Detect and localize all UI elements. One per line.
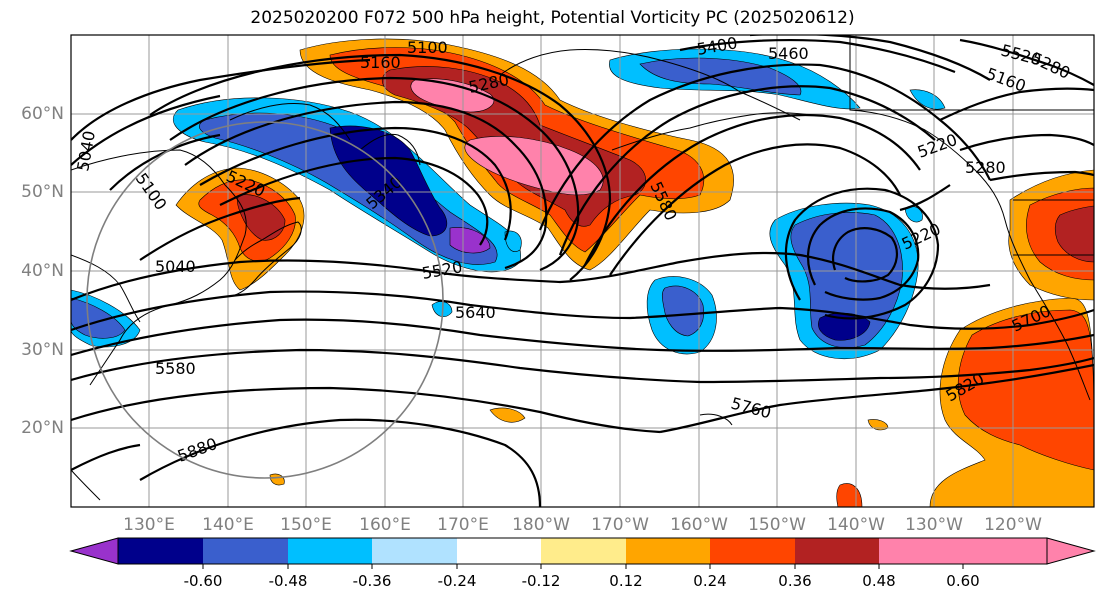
colorbar xyxy=(69,537,1096,569)
coastlines xyxy=(71,35,1094,501)
pv-negative-shading xyxy=(71,48,946,360)
colorbar-segment xyxy=(118,538,203,564)
contour-label: 5400 xyxy=(695,33,738,59)
colorbar-tick-label: -0.36 xyxy=(352,572,392,590)
colorbar-tick-label: 0.24 xyxy=(693,572,727,590)
longitude-label: 160°E xyxy=(359,515,411,535)
colorbar-tick-label: -0.12 xyxy=(521,572,561,590)
colorbar-extend-left xyxy=(69,537,119,565)
longitude-label: 130°W xyxy=(905,515,963,535)
contour-label: 5640 xyxy=(455,303,496,322)
colorbar-extend-right xyxy=(1046,537,1096,565)
longitude-label: 160°W xyxy=(670,515,728,535)
colorbar-tick-label: -0.24 xyxy=(437,572,477,590)
colorbar-tick-label: 0.60 xyxy=(946,572,980,590)
colorbar-frame-outline xyxy=(117,537,1048,565)
latitude-label: 40°N xyxy=(21,261,64,281)
longitude-label: 180°W xyxy=(512,515,570,535)
map-area: 5100 5160 5280 5400 5460 5520 5280 5580 … xyxy=(71,33,1094,507)
longitude-label: 140°E xyxy=(202,515,254,535)
colorbar-tick-label: -0.48 xyxy=(268,572,308,590)
colorbar-segment xyxy=(288,538,372,564)
contour-label: 5160 xyxy=(360,53,401,72)
colorbar-segment xyxy=(457,538,541,564)
longitude-label: 170°W xyxy=(591,515,649,535)
colorbar-tick-label: 0.36 xyxy=(778,572,812,590)
colorbar-segment xyxy=(879,538,963,564)
longitude-label: 170°E xyxy=(437,515,489,535)
map-frame xyxy=(70,34,1095,508)
contour-label: 5580 xyxy=(155,359,196,378)
colorbar-segment xyxy=(372,538,457,564)
height-contours xyxy=(71,35,1094,507)
colorbar-tick-marks xyxy=(202,564,964,569)
longitude-label: 150°E xyxy=(280,515,332,535)
colorbar-segment xyxy=(963,538,1047,564)
latitude-label: 30°N xyxy=(21,340,64,360)
colorbar-segment xyxy=(541,538,626,564)
colorbar-segment xyxy=(626,538,710,564)
colorbar-segment xyxy=(795,538,879,564)
colorbar-segment xyxy=(710,538,795,564)
longitude-label: 120°W xyxy=(984,515,1042,535)
colorbar-tick-label: -0.60 xyxy=(183,572,223,590)
map-title: 2025020200 F072 500 hPa height, Potentia… xyxy=(250,8,855,28)
colorbar-tick-label: 0.48 xyxy=(862,572,896,590)
longitude-label: 130°E xyxy=(123,515,175,535)
colorbar-segment xyxy=(203,538,288,564)
contour-label: 5100 xyxy=(407,38,448,57)
contour-label: 5460 xyxy=(768,44,809,63)
latitude-label: 50°N xyxy=(21,182,64,202)
contour-label: 5040 xyxy=(155,257,196,276)
longitude-label: 150°W xyxy=(748,515,806,535)
range-circle xyxy=(86,121,444,479)
contour-label: 5280 xyxy=(965,158,1006,177)
longitude-label: 140°W xyxy=(827,515,885,535)
latitude-label: 20°N xyxy=(21,418,64,438)
colorbar-tick-label: 0.12 xyxy=(609,572,643,590)
latitude-label: 60°N xyxy=(21,104,64,124)
